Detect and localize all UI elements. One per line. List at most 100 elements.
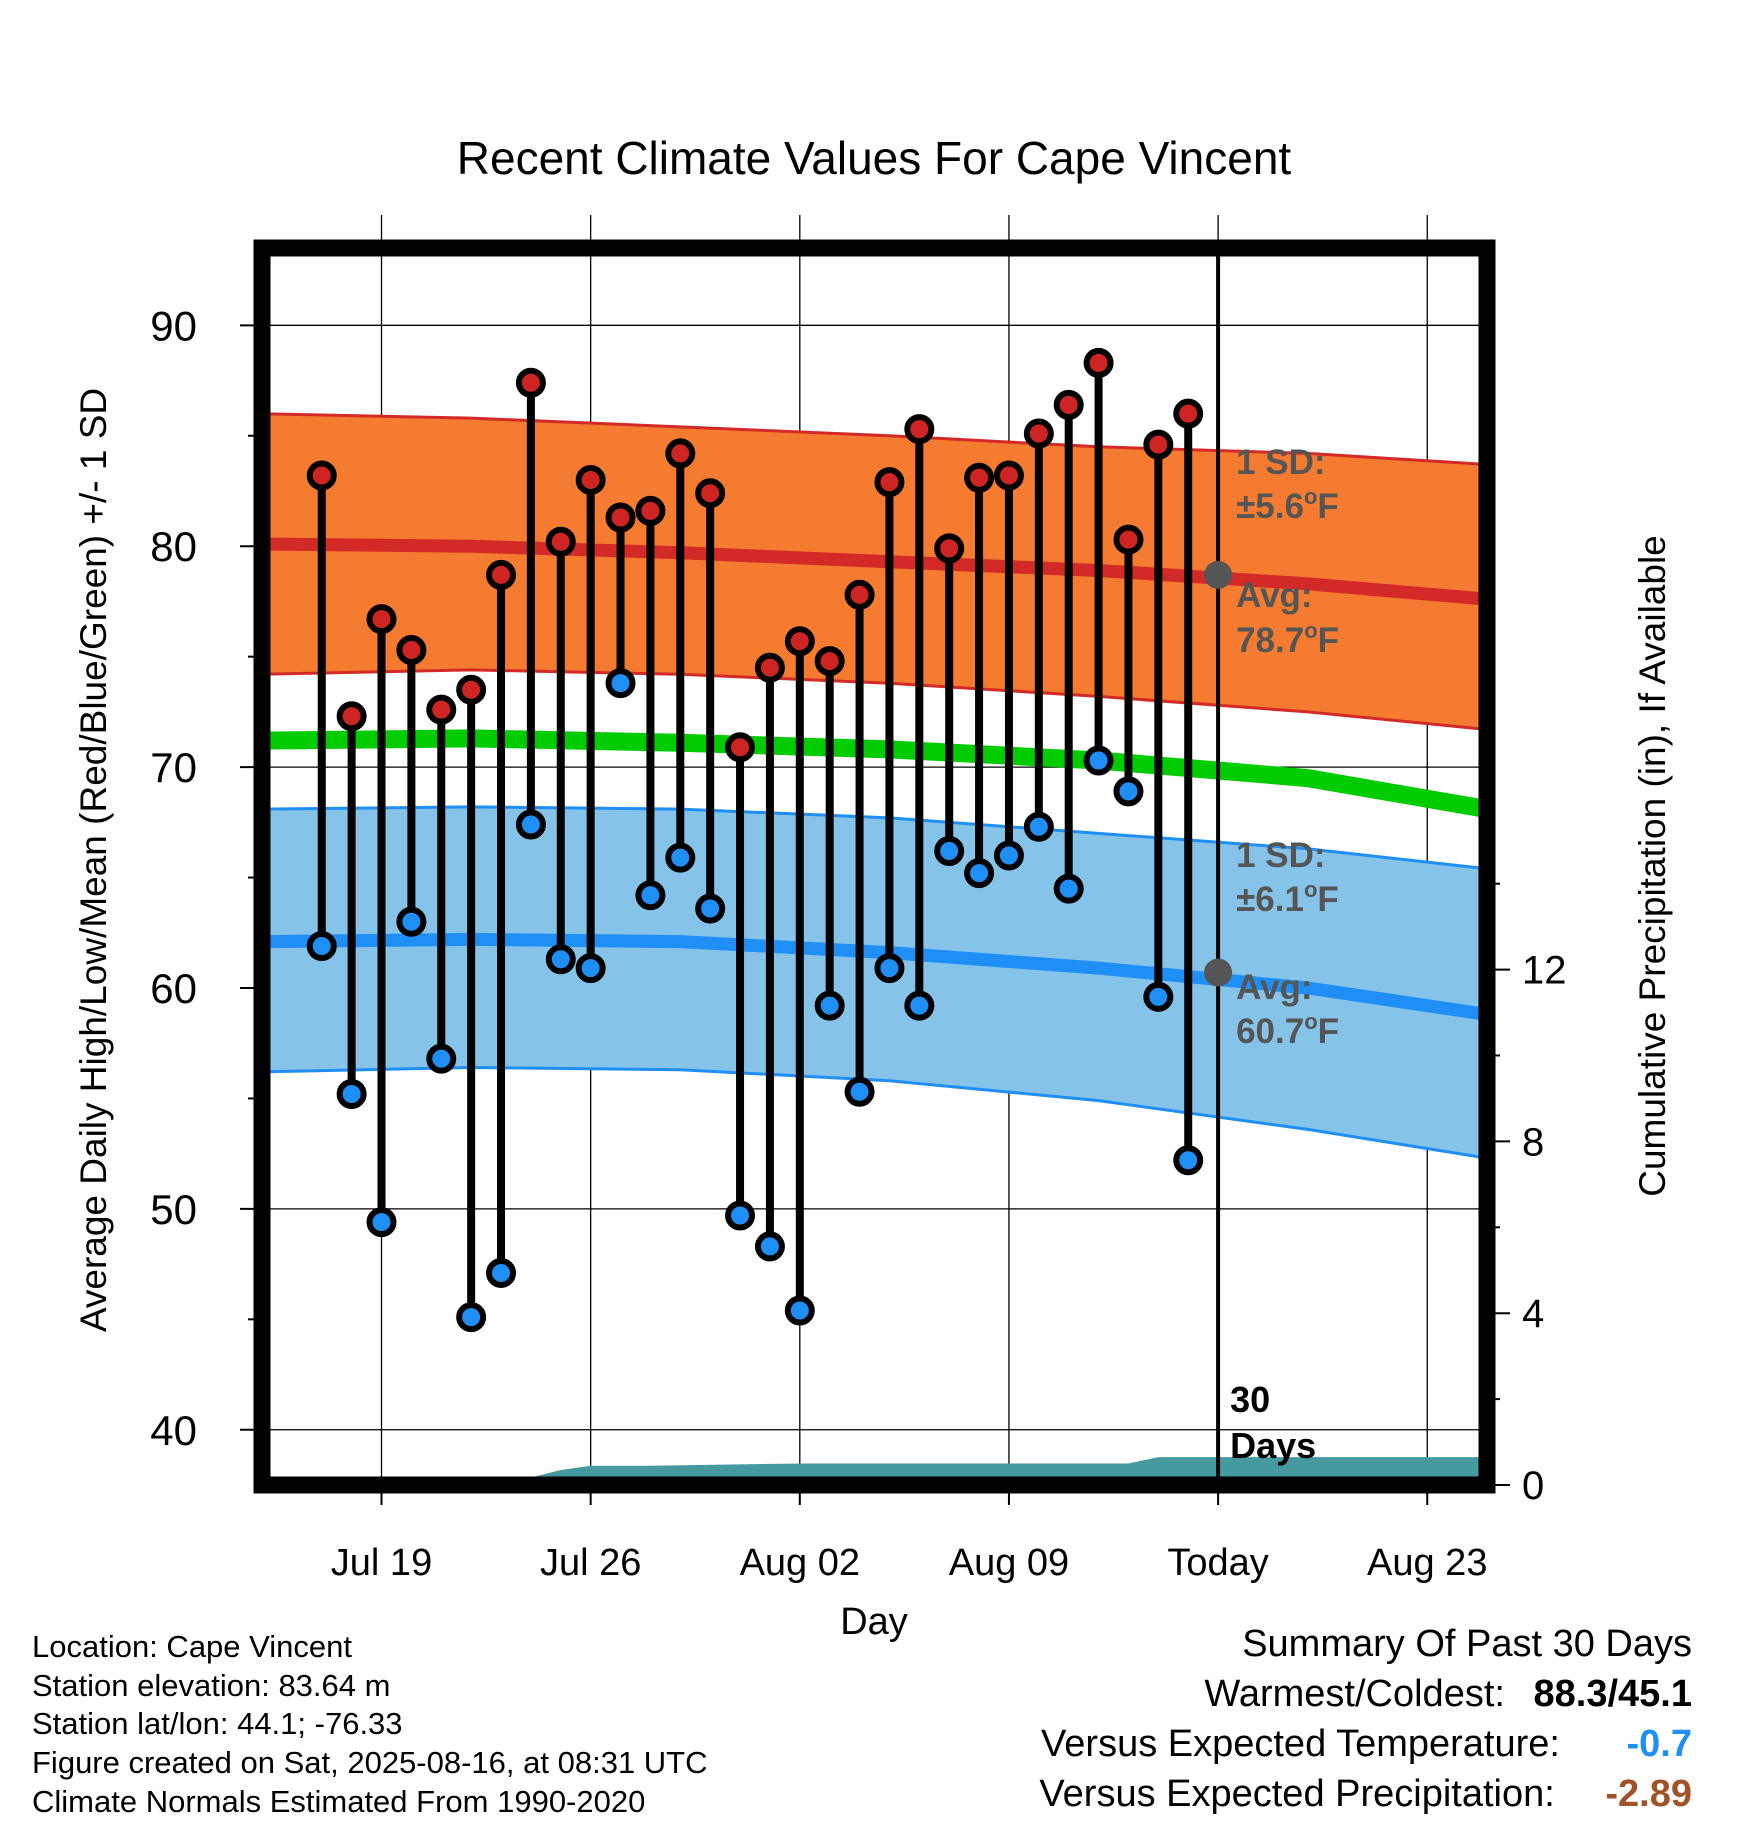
low-temp-point [306,931,337,962]
today-high-normal-dot [1204,560,1233,589]
low-avg-label: Avg: [1236,968,1312,1007]
x-axis-label: Day [840,1601,908,1643]
x-tick-label: Aug 02 [740,1542,860,1584]
high-temp-point [396,635,427,666]
low-temp-point [515,809,546,840]
normal-bands [262,412,1487,1160]
low-temp-point [665,842,696,873]
high-temp-point [336,701,367,732]
precip-deviation-label: Versus Expected Precipitation: [1039,1773,1555,1815]
low-temp-point [336,1079,367,1110]
high-temp-point [545,526,576,557]
low-sd-value: ±6.1oF [1236,877,1339,919]
x-axis: Jul 19 Jul 26 Aug 02 Aug 09 Today Aug 23 [331,1485,1487,1584]
low-temp-point [814,990,845,1021]
meta-location: Location: Cape Vincent [32,1629,352,1664]
meta-latlon: Station lat/lon: 44.1; -76.33 [32,1706,403,1741]
low-temp-point [1083,745,1114,776]
low-temp-point [456,1302,487,1333]
summary-title: Summary Of Past 30 Days [1242,1623,1692,1665]
y-tick-label: 90 [150,302,197,349]
y-tick-label: 60 [150,965,197,1012]
temp-deviation-label: Versus Expected Temperature: [1041,1723,1560,1765]
high-temp-point [784,626,815,657]
high-temp-point [1023,418,1054,449]
precip-deviation-value: -2.89 [1605,1773,1692,1815]
high-sd-band-upper-edge [262,412,1487,466]
y-axis-left: 40 50 60 70 80 90 [150,302,262,1454]
high-temp-point [306,460,337,491]
y-axis-right: 0 4 8 12 [1487,882,1567,1508]
today-low-normal-dot [1204,958,1233,987]
low-temp-point [486,1257,517,1288]
low-temp-point [605,668,636,699]
high-temp-point [1083,347,1114,378]
y-tick-label: 80 [150,523,197,570]
y2-tick-label: 12 [1522,949,1567,993]
y2-tick-label: 8 [1522,1120,1544,1164]
summary-temp-deviation: Versus Expected Temperature: -0.7 [1041,1723,1692,1766]
low-avg-value: 60.7oF [1236,1009,1339,1051]
low-temp-point [366,1207,397,1238]
high-temp-point [1113,524,1144,555]
high-sd-value: ±5.6oF [1236,484,1339,526]
low-temp-point [725,1200,756,1231]
low-temp-point [575,953,606,984]
high-temp-point [814,646,845,677]
high-temp-point [635,495,666,526]
high-temp-point [754,652,785,683]
low-temp-point [545,944,576,975]
y2-tick-label: 4 [1522,1292,1544,1336]
warm-cold-value: 88.3/45.1 [1533,1673,1692,1715]
high-temp-point [874,467,905,498]
low-sd-label: 1 SD: [1236,836,1325,875]
summary-warm-cold: Warmest/Coldest: 88.3/45.1 [1204,1673,1692,1716]
high-temp-point [725,732,756,763]
x-tick-label: Aug 23 [1367,1542,1487,1584]
chart-title: Recent Climate Values For Cape Vincent [457,132,1292,184]
x-tick-label: Aug 09 [949,1542,1069,1584]
y2-tick-label: 0 [1522,1464,1544,1508]
high-temp-point [844,579,875,610]
high-avg-label: Avg: [1236,576,1312,615]
summary-precip-deviation: Versus Expected Precipitation: -2.89 [1039,1773,1692,1816]
mean-normal-line [262,729,1487,818]
meta-elevation: Station elevation: 83.64 m [32,1668,391,1703]
low-temp-point [1023,811,1054,842]
high-temp-point [456,674,487,705]
high-temp-point [426,694,457,725]
high-sd-label: 1 SD: [1236,443,1325,482]
today-label: Days [1230,1425,1316,1466]
high-temp-point [695,478,726,509]
low-temp-point [635,880,666,911]
meta-created: Figure created on Sat, 2025-08-16, at 08… [32,1745,708,1780]
low-sd-band [262,806,1487,1159]
low-temp-point [964,858,995,889]
high-temp-point [605,502,636,533]
low-temp-point [784,1295,815,1326]
high-temp-point [575,464,606,495]
low-temp-point [904,990,935,1021]
low-temp-point [1143,981,1174,1012]
high-avg-value: 78.7oF [1236,618,1339,660]
low-temp-point [874,953,905,984]
low-temp-point [1173,1145,1204,1176]
high-temp-point [1143,429,1174,460]
warm-cold-label: Warmest/Coldest: [1204,1673,1505,1715]
high-temp-point [486,559,517,590]
high-temp-point [665,438,696,469]
low-temp-point [1053,873,1084,904]
today-marker: 30 Days [1216,248,1316,1485]
high-temp-point [1053,389,1084,420]
y2-axis-label: Cumulative Precipitation (in), If Availa… [1632,535,1673,1197]
low-temp-point [695,893,726,924]
y-tick-label: 70 [150,744,197,791]
low-temp-point [1113,776,1144,807]
high-temp-point [993,460,1024,491]
low-temp-point [426,1043,457,1074]
high-temp-point [964,462,995,493]
high-temp-point [1173,398,1204,429]
low-temp-point [993,840,1024,871]
